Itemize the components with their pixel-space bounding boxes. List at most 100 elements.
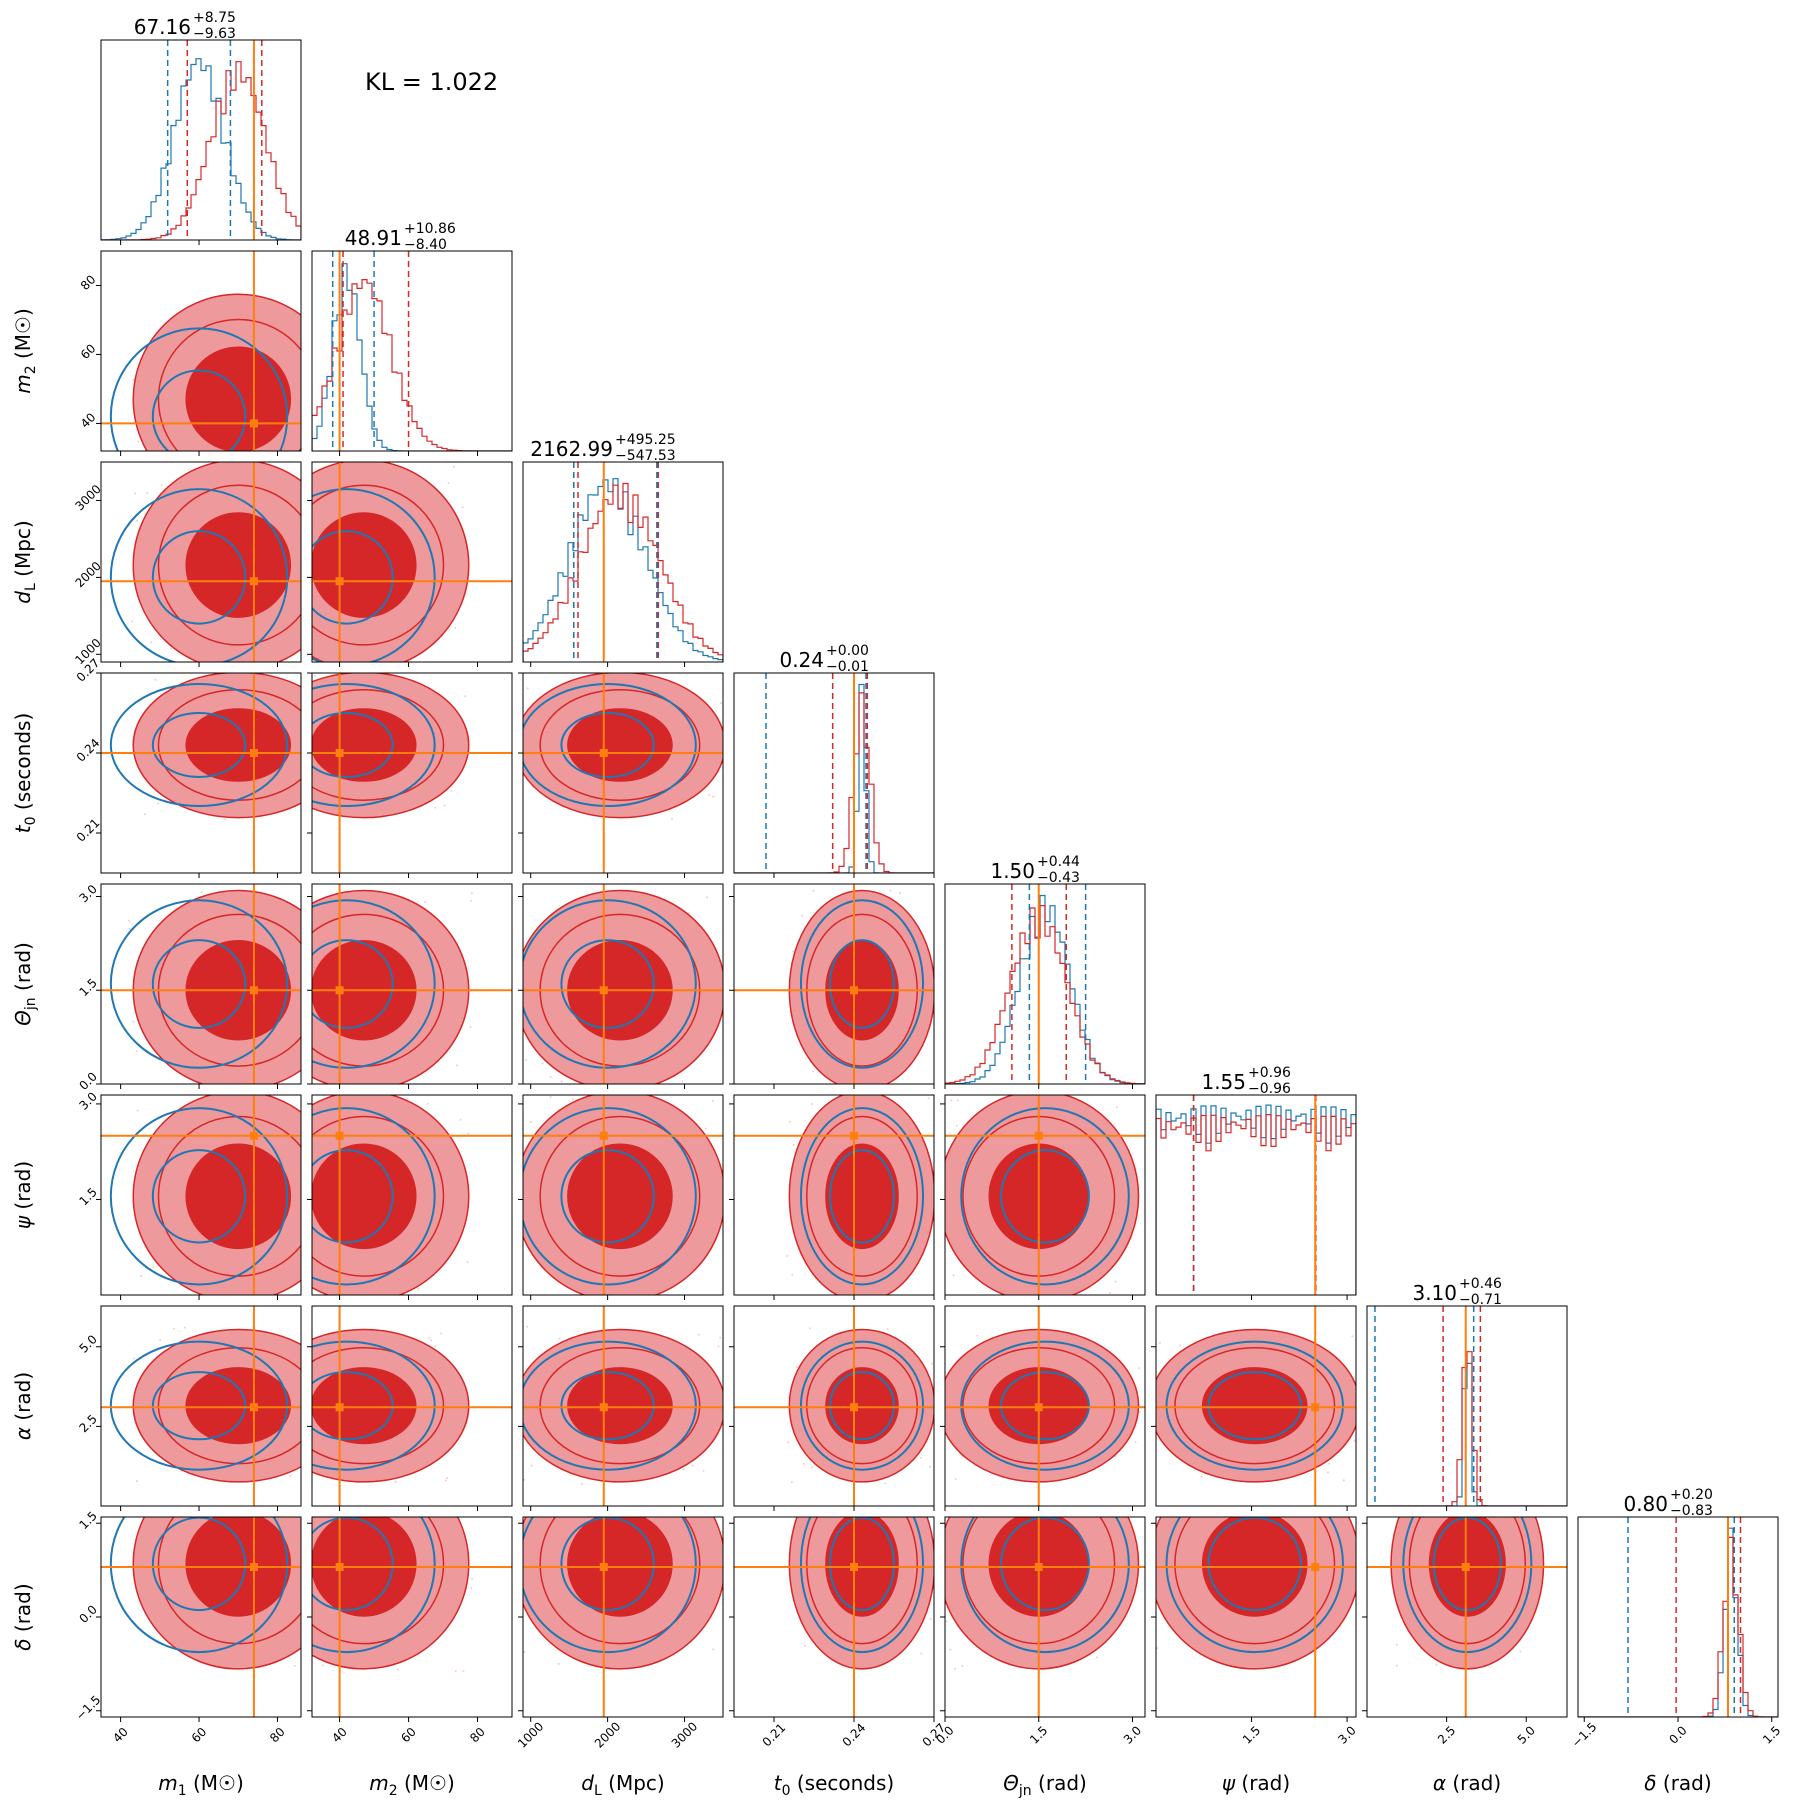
scatter-dot	[471, 1578, 474, 1581]
panel-t0-vs-t0: 0.24 +0.00−0.01	[733, 643, 935, 878]
scatter-dot	[426, 1102, 429, 1105]
panel-content	[734, 673, 934, 873]
scatter-dot	[945, 1620, 948, 1623]
contour-blue-outer	[523, 1517, 697, 1654]
scatter-dot	[954, 1460, 956, 1462]
contour-blue-outer	[799, 1107, 925, 1286]
scatter-dot	[572, 1477, 574, 1479]
x-axis-label-theta_jn: Θjn (rad)	[1003, 1771, 1087, 1799]
scatter-dot	[791, 1273, 794, 1276]
scatter-dot	[306, 1046, 308, 1048]
panel-content	[257, 1456, 512, 1717]
scatter-dot	[1395, 1643, 1398, 1646]
panel-frame	[311, 461, 513, 663]
scatter-dot	[1506, 1490, 1508, 1492]
scatter-dot	[702, 1469, 705, 1472]
scatter-dot	[1328, 1462, 1331, 1465]
scatter-dot	[257, 1671, 259, 1673]
contour-red-inner	[825, 1517, 899, 1617]
scatter-dot	[136, 519, 139, 522]
scatter-dot	[1326, 1471, 1329, 1474]
axis-label-unit: (rad)	[11, 1372, 35, 1427]
contour-red-inner	[312, 1517, 417, 1617]
hist-title-theta_jn: 1.50 +0.44−0.43	[990, 854, 1080, 886]
scatter-dot	[434, 1345, 437, 1348]
truth-marker	[335, 1563, 344, 1571]
scatter-dot	[152, 1265, 155, 1268]
scatter-dot	[1390, 1500, 1392, 1502]
scatter-dot	[310, 667, 312, 669]
scatter-dot	[513, 1172, 515, 1174]
panel-content	[734, 1517, 934, 1717]
scatter-dot	[444, 1456, 446, 1458]
x-tick-label-theta_jn: 1.5	[1027, 1723, 1050, 1746]
scatter-dot	[470, 1493, 472, 1495]
scatter-dot	[549, 1512, 551, 1514]
panel-content	[523, 462, 723, 662]
scatter-dot	[256, 1300, 258, 1302]
contour-red-mid	[539, 1346, 701, 1465]
axis-label-unit: (seconds)	[11, 713, 35, 817]
scatter-dot	[302, 1634, 304, 1636]
scatter-dot	[954, 1667, 956, 1670]
truth-marker	[249, 986, 258, 995]
x-tick-label-delta: −1.5	[1569, 1720, 1600, 1751]
scatter-dot	[717, 1345, 720, 1348]
scatter-dot	[1109, 1291, 1112, 1294]
scatter-dot	[333, 1298, 335, 1300]
truth-marker	[850, 1563, 858, 1571]
scatter-dot	[1138, 1367, 1141, 1370]
scatter-dot	[344, 374, 346, 376]
scatter-dot	[293, 1664, 296, 1667]
scatter-dot	[1115, 1106, 1118, 1109]
panel-frame	[1155, 1305, 1357, 1507]
y-tick-label-alpha: 5.0	[76, 1332, 99, 1355]
x-axis-label-t0: t0 (seconds)	[774, 1771, 894, 1799]
scatter-dot	[414, 1473, 416, 1475]
contour-red-mid	[1174, 1346, 1336, 1465]
axis-label-main: m	[11, 374, 35, 393]
panel-frame	[100, 1094, 302, 1296]
contour-red-inner	[1201, 1367, 1308, 1445]
contour-blue-outer	[523, 899, 697, 1069]
axis-label-unit: (seconds)	[791, 1771, 895, 1795]
scatter-dot	[1360, 1551, 1362, 1553]
axis-label-unit: (rad)	[1446, 1771, 1501, 1795]
hist-title-minus: −547.53	[615, 448, 676, 464]
panel-psi-vs-dL	[513, 1094, 724, 1300]
scatter-dot	[328, 1486, 330, 1488]
scatter-dot	[464, 695, 467, 698]
truth-marker	[249, 577, 258, 586]
axis-label-main: Θ	[11, 1010, 35, 1026]
panel-frame	[522, 461, 724, 663]
contour-blue-outer	[312, 1107, 436, 1286]
hist-title-minus: −0.43	[1037, 870, 1080, 886]
scatter-dot	[455, 1064, 458, 1067]
truth-marker	[335, 1403, 344, 1412]
panel-frame	[522, 672, 724, 874]
scatter-dot	[1396, 1664, 1398, 1667]
contour-blue-outer	[312, 1340, 436, 1471]
scatter-dot	[949, 1648, 952, 1651]
contour-blue-inner	[151, 939, 247, 1029]
scatter-dot	[133, 1357, 135, 1360]
truth-marker	[335, 749, 344, 757]
scatter-dot	[463, 1092, 465, 1094]
scatter-dot	[470, 892, 473, 895]
scatter-dot	[1114, 1280, 1117, 1283]
hist-red-t0	[734, 692, 934, 873]
truth-marker	[249, 1563, 258, 1571]
scatter-dot	[1158, 1342, 1161, 1344]
axis-label-sub: 0	[782, 1783, 791, 1799]
hist-title-m1: 67.16 +8.75−9.63	[134, 10, 236, 42]
scatter-dot	[308, 1470, 310, 1472]
scatter-dot	[671, 817, 673, 820]
axis-label-sub: jn	[1018, 1783, 1032, 1799]
scatter-dot	[1359, 1412, 1361, 1414]
panel-alpha-vs-theta_jn	[940, 1305, 1146, 1511]
panel-content	[1578, 1517, 1778, 1717]
panel-frame	[522, 1094, 724, 1296]
scatter-dot	[644, 1514, 646, 1516]
contour-red-inner	[185, 1143, 292, 1250]
panel-theta_jn-vs-dL	[518, 883, 724, 1089]
